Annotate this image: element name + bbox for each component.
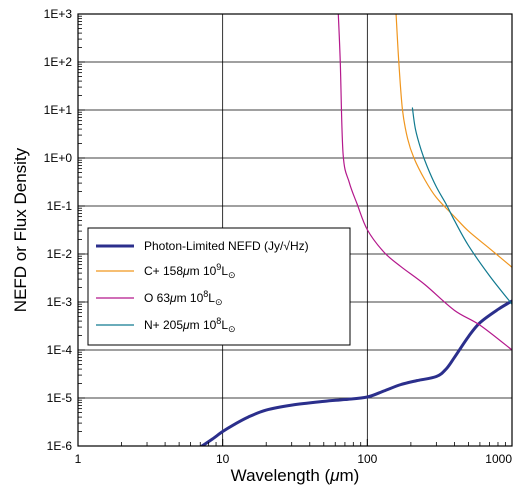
- plot-frame: [77, 13, 513, 447]
- x-tick-label: 1: [75, 452, 82, 466]
- y-tick-label: 1E+2: [44, 55, 73, 69]
- y-tick-label: 1E+3: [44, 7, 73, 21]
- y-tick-label: 1E-2: [47, 247, 73, 261]
- y-tick-label: 1E+1: [44, 103, 73, 117]
- y-axis-title: NEFD or Flux Density: [11, 147, 30, 312]
- x-axis-title: Wavelength (μm): [231, 466, 360, 485]
- series-group: [200, 14, 512, 446]
- tick-labels: 1E-6 1E-5 1E-4 1E-3 1E-2 1E-1 1E+0 1E+1 1E+2 1E+3…: [44, 7, 513, 466]
- y-tick-label: 1E-3: [47, 295, 73, 309]
- y-tick-label: 1E-5: [47, 391, 73, 405]
- x-tick-label: 10: [216, 452, 230, 466]
- series-line-cplus: [395, 14, 512, 268]
- y-tick-label: 1E-1: [47, 199, 73, 213]
- legend-label-o63: O 63μm 108L⊙: [144, 289, 223, 307]
- series-line-photon: [200, 299, 512, 446]
- legend: Photon-Limited NEFD (Jy/√Hz) C+ 158μm 10…: [87, 227, 351, 346]
- x-tick-label: 1000: [485, 452, 512, 466]
- series-line-o63: [337, 14, 512, 351]
- x-tick-label: 100: [357, 452, 377, 466]
- legend-label-photon: Photon-Limited NEFD (Jy/√Hz): [144, 239, 309, 253]
- y-tick-label: 1E+0: [44, 151, 73, 165]
- legend-label-nplus: N+ 205μm 108L⊙: [144, 316, 236, 334]
- series-line-nplus: [411, 107, 512, 305]
- legend-label-cplus: C+ 158μm 109L⊙: [144, 262, 236, 280]
- y-tick-label: 1E-6: [47, 439, 73, 453]
- y-tick-label: 1E-4: [47, 343, 73, 357]
